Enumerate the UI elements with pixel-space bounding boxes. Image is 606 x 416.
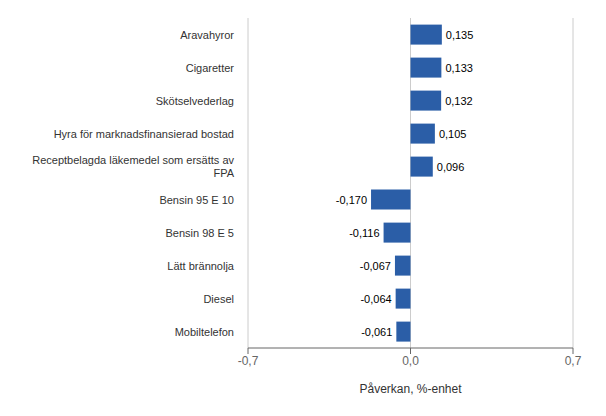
svg-text:0,096: 0,096 (437, 161, 465, 173)
svg-text:-0,170: -0,170 (336, 194, 367, 206)
svg-text:-0,116: -0,116 (349, 227, 379, 239)
svg-text:0,132: 0,132 (445, 95, 473, 107)
svg-text:Receptbelagda läkemedel som er: Receptbelagda läkemedel som ersätts avFP… (32, 154, 234, 179)
svg-text:Diesel: Diesel (203, 293, 234, 305)
svg-text:Cigaretter: Cigaretter (186, 62, 235, 74)
svg-text:0,135: 0,135 (446, 29, 474, 41)
svg-text:Aravahyror: Aravahyror (180, 29, 234, 41)
svg-text:Mobiltelefon: Mobiltelefon (175, 326, 234, 338)
svg-text:0,7: 0,7 (565, 354, 582, 368)
svg-text:-0,7: -0,7 (238, 354, 259, 368)
svg-text:-0,061: -0,061 (361, 326, 392, 338)
svg-text:Lätt brännolja: Lätt brännolja (167, 260, 235, 272)
svg-text:0,0: 0,0 (402, 354, 419, 368)
svg-text:0,133: 0,133 (445, 62, 473, 74)
svg-text:0,105: 0,105 (439, 128, 467, 140)
svg-text:Påverkan, %-enhet: Påverkan, %-enhet (359, 382, 462, 396)
svg-text:Skötselvederlag: Skötselvederlag (156, 95, 234, 107)
svg-text:Hyra för marknadsfinansierad b: Hyra för marknadsfinansierad bostad (54, 128, 234, 140)
svg-text:-0,067: -0,067 (360, 260, 391, 272)
svg-text:Bensin 98 E 5: Bensin 98 E 5 (166, 227, 235, 239)
svg-text:-0,064: -0,064 (360, 293, 391, 305)
svg-text:Bensin 95 E 10: Bensin 95 E 10 (159, 194, 234, 206)
